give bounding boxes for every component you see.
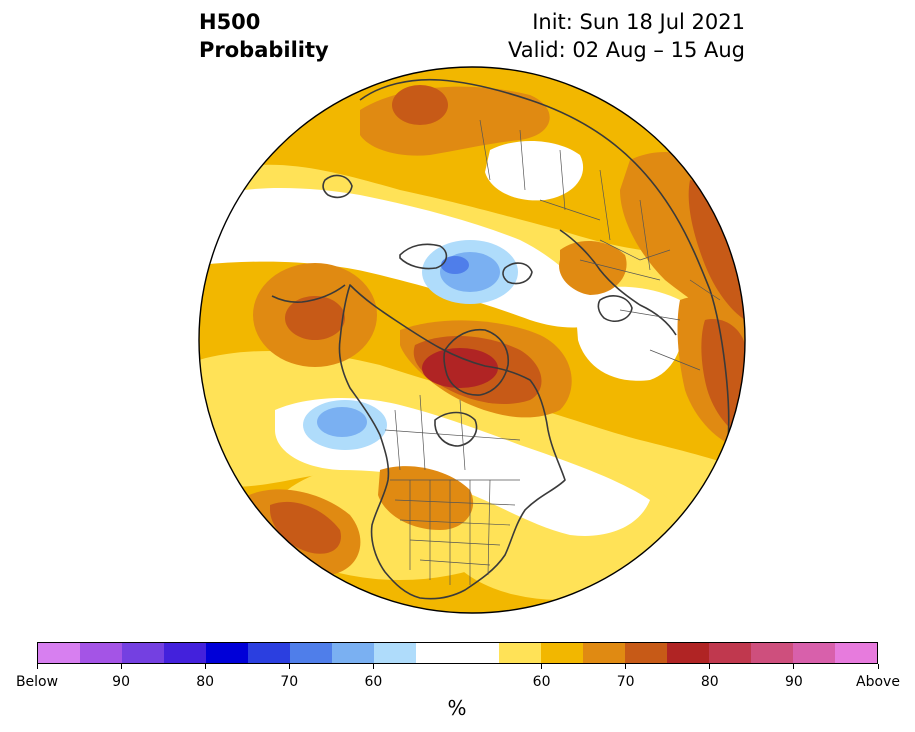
colorbar-segment (289, 643, 332, 663)
field-white-asia (575, 286, 684, 381)
colorbar-segment (667, 643, 710, 663)
colorbar-segment (163, 643, 206, 663)
colorbar-tick-label: 90 (784, 674, 803, 690)
colorbar-tick-mark (709, 664, 711, 669)
title-block-right: Init: Sun 18 Jul 2021 Valid: 02 Aug – 15… (508, 8, 745, 64)
field-midblue-arctic (441, 256, 469, 274)
colorbar-tick-mark (793, 664, 795, 669)
map-boundary (198, 66, 746, 614)
colorbar-tick-mark (288, 664, 290, 669)
field-blue-pacific (317, 407, 367, 437)
colorbar-tick-mark (372, 664, 374, 669)
field-darkorange-north (392, 85, 448, 125)
colorbar-tick-mark (877, 664, 879, 669)
colorbar-segment (247, 643, 290, 663)
field-white-siberia (485, 140, 584, 201)
field-darkorange-pacific (285, 296, 345, 340)
colorbar-tick-label: 80 (196, 674, 215, 690)
valid-range: Valid: 02 Aug – 15 Aug (507, 38, 745, 62)
colorbar-tick-mark (36, 664, 38, 669)
coastlines (271, 78, 730, 600)
colorbar-tick-label: 70 (616, 674, 635, 690)
colorbar-tick-label: Below (15, 674, 59, 690)
colorbar-segment (793, 643, 836, 663)
colorbar-tick-mark (541, 664, 543, 669)
field-red-canada (422, 348, 498, 388)
colorbar-segment (121, 643, 164, 663)
probability-map (198, 66, 746, 614)
colorbar-segment (709, 643, 752, 663)
colorbar-tick-mark (625, 664, 627, 669)
colorbar-unit-label: % (447, 696, 467, 720)
title-block-left: H500 Probability (199, 8, 329, 64)
field-darkorange-east-south (701, 319, 745, 440)
colorbar-segment (373, 643, 416, 663)
colorbar-tick-mark (120, 664, 122, 669)
colorbar-tick-label: 60 (532, 674, 551, 690)
colorbar-tick-label: 60 (364, 674, 383, 690)
init-date: Init: Sun 18 Jul 2021 (532, 10, 745, 34)
variable-title: H500 (199, 10, 261, 34)
colorbar-segment (751, 643, 794, 663)
colorbar-segment (79, 643, 122, 663)
colorbar-segment (415, 643, 458, 663)
borders (384, 119, 721, 585)
colorbar-tick-label: 70 (280, 674, 299, 690)
metric-title: Probability (199, 38, 329, 62)
colorbar-segment (331, 643, 374, 663)
colorbar-tick-mark (204, 664, 206, 669)
colorbar-segment (205, 643, 248, 663)
field-orange-conus (378, 466, 474, 530)
colorbar-segment (38, 643, 80, 663)
colorbar-tick-label: Above (856, 674, 900, 690)
colorbar-tick-label: 80 (700, 674, 719, 690)
colorbar (37, 642, 878, 664)
colorbar-segment (583, 643, 626, 663)
colorbar-segment (625, 643, 668, 663)
colorbar-segment (457, 643, 500, 663)
probability-field (199, 67, 745, 613)
colorbar-segment (541, 643, 584, 663)
colorbar-tick-label: 90 (112, 674, 131, 690)
colorbar-segment (835, 643, 878, 663)
colorbar-segment (499, 643, 542, 663)
